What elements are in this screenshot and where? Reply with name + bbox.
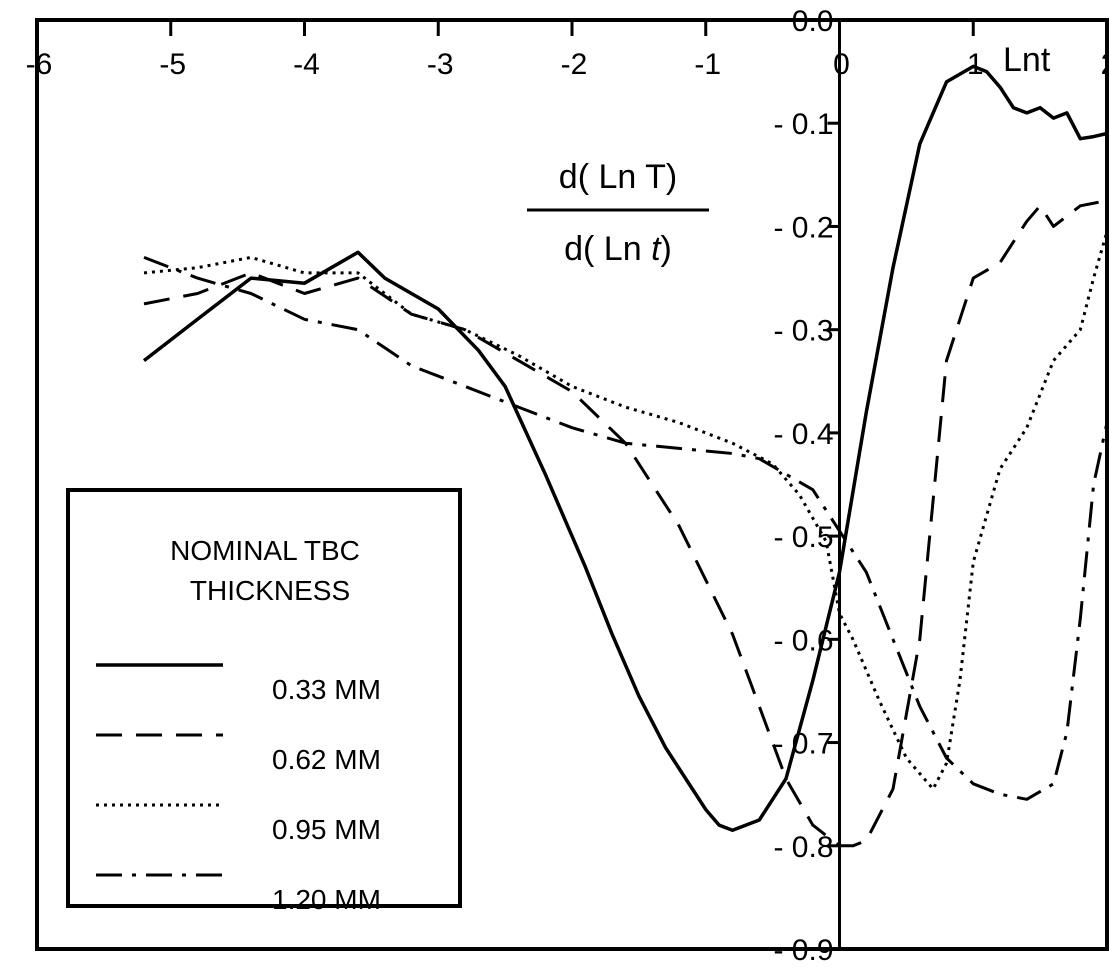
legend-label: 0.95 MM [272,814,381,845]
y-tick-label: - 0.4 [773,418,833,451]
y-tick-label: - 0.8 [773,831,833,864]
y-tick-label: - 0.5 [773,521,833,554]
y-axis-title-denominator-suffix: ) [661,230,672,268]
y-tick-label: 0.0 [792,5,834,38]
legend-label: 0.33 MM [272,674,381,705]
legend-label: 1.20 MM [272,884,381,915]
x-tick-label: 1 [967,48,984,81]
y-tick-label: - 0.2 [773,211,833,244]
x-tick-label: -1 [694,48,721,81]
y-tick-label: - 0.1 [773,108,833,141]
y-tick-label: - 0.7 [773,728,833,761]
legend-items: 0.33 MM 0.62 MM 0.95 MM 1.20 MM [96,663,381,915]
legend-title-line2: THICKNESS [190,575,350,606]
y-axis-title-denominator-prefix: d( Ln [564,230,651,268]
x-tick-label: -2 [561,48,588,81]
series-line-062 [143,199,1108,848]
x-axis-title: Lnt [1003,41,1051,79]
y-tick-label: - 0.3 [773,315,833,348]
legend-label: 0.62 MM [272,744,381,775]
x-tick-label: 0 [833,48,850,81]
x-tick-label: -6 [26,48,53,81]
legend-title-line1: NOMINAL TBC [170,535,360,566]
y-tick-label: - 0.9 [773,934,833,967]
y-axis-title-denominator-var: t [651,230,662,268]
y-axis-title-numerator: d( Ln T) [559,158,677,196]
legend-box [66,488,462,908]
series-line-120 [143,256,1109,801]
series-layer [142,64,1109,848]
x-tick-label: -5 [159,48,186,81]
x-tick-label: -3 [427,48,454,81]
x-axis-ticks: -6 -5 -4 -3 -2 -1 0 1 2 [26,20,1109,81]
x-tick-label: 2 [1101,48,1109,81]
series-line-033 [142,64,1108,833]
legend: NOMINAL TBC THICKNESS 0.33 MM 0.62 MM 0.95… [66,488,462,915]
y-axis-title: d( Ln T) d( Ln t) [527,158,709,268]
y-axis-title-denominator: d( Ln t) [564,230,672,268]
x-tick-label: -4 [293,48,320,81]
